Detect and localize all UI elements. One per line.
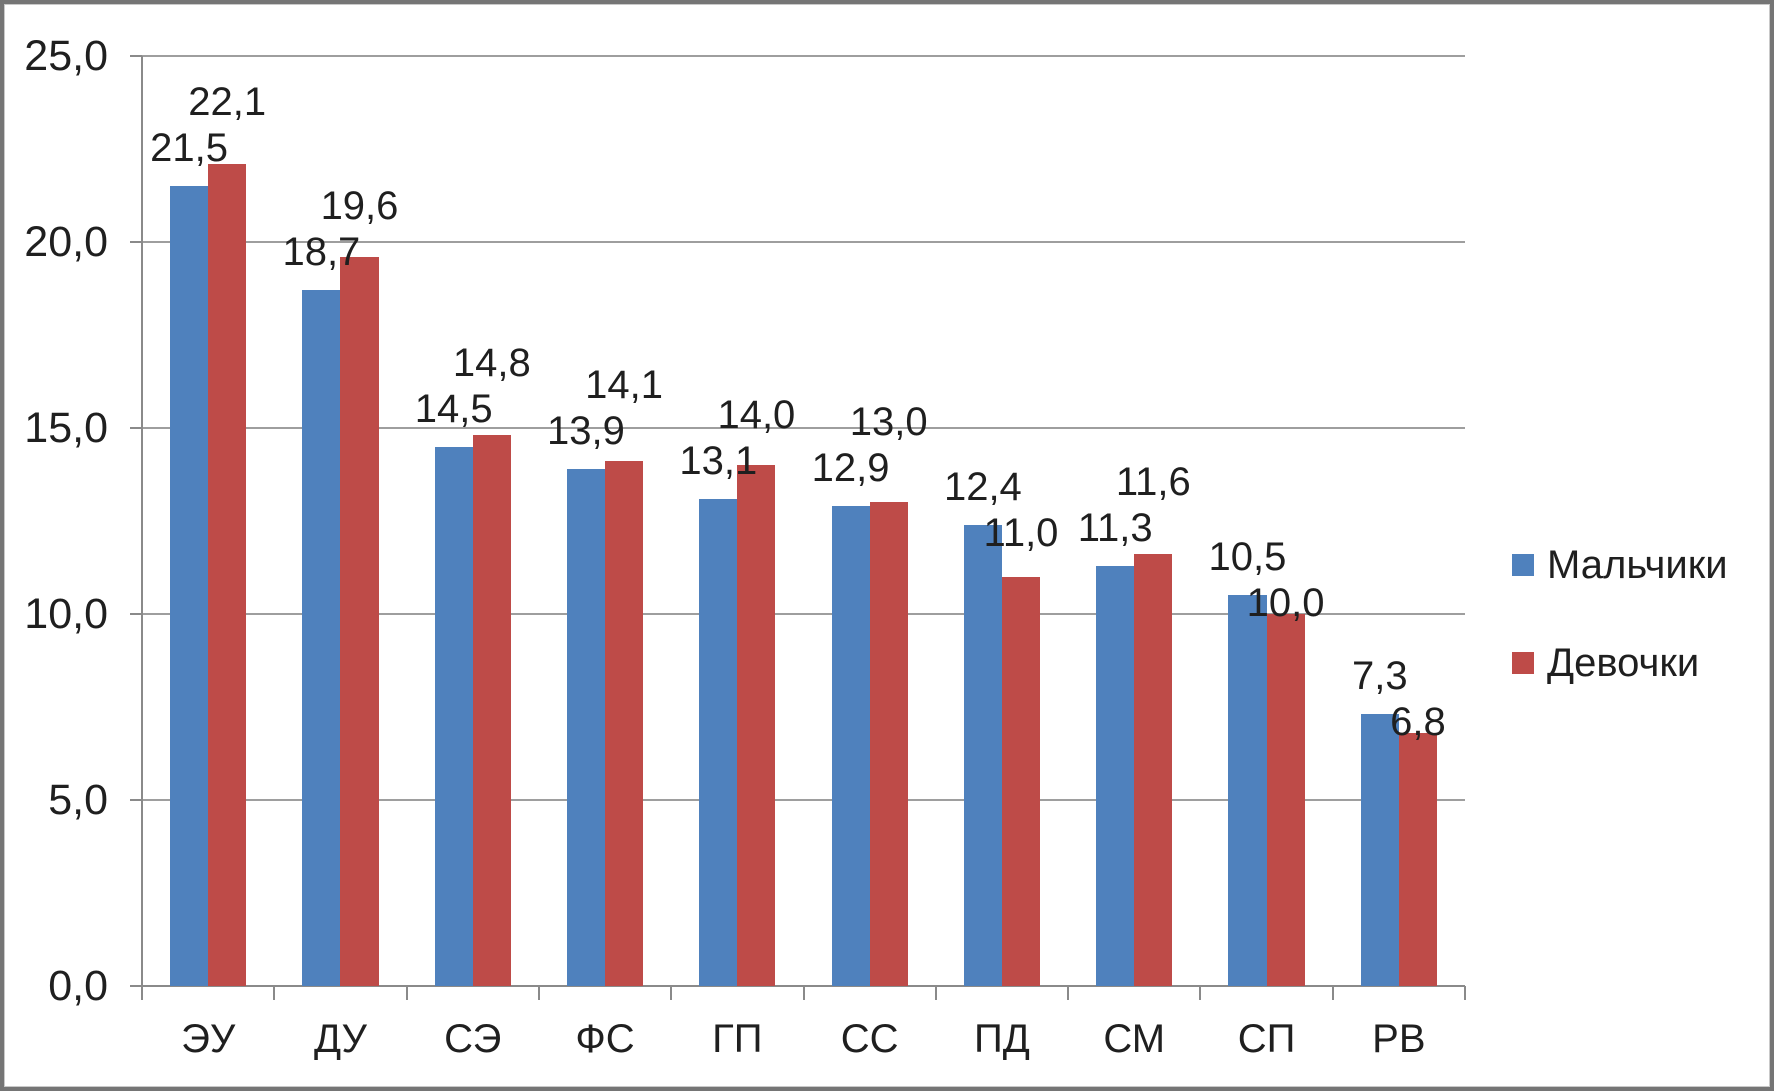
- value-label-Девочки-СП: 10,0: [1246, 581, 1325, 626]
- value-label-Мальчики-ФС: 13,9: [547, 408, 625, 453]
- legend-label-boys: Мальчики: [1547, 543, 1728, 587]
- category-label-ГП: ГП: [712, 1017, 763, 1061]
- bar-Мальчики-СМ: [1096, 565, 1135, 986]
- value-label-Мальчики-ЭУ: 21,5: [150, 126, 229, 171]
- value-label-Мальчики-ПД: 12,4: [943, 464, 1022, 509]
- value-label-Девочки-ФС: 14,1: [585, 362, 664, 407]
- category-label-ДУ: ДУ: [313, 1017, 367, 1061]
- bar-Девочки-СС: [869, 502, 908, 986]
- legend-item-boys: Мальчики: [1512, 542, 1728, 588]
- value-label-Девочки-ЭУ: 22,1: [188, 80, 267, 125]
- bar-Девочки-ЭУ: [208, 163, 247, 986]
- category-label-СЭ: СЭ: [444, 1017, 502, 1061]
- x-axis-tick: [802, 986, 805, 1000]
- y-axis-tick: [130, 55, 142, 57]
- value-label-Девочки-СС: 13,0: [849, 400, 928, 445]
- bar-Девочки-ФС: [605, 461, 644, 986]
- gridline-10: [142, 613, 1465, 615]
- x-axis-tick: [405, 986, 408, 1000]
- bar-Мальчики-ЭУ: [170, 186, 209, 986]
- legend-swatch-girls-icon: [1512, 652, 1534, 674]
- x-axis-tick: [1199, 986, 1202, 1000]
- x-axis-tick: [537, 986, 540, 1000]
- chart-legend: Мальчики Девочки: [1512, 542, 1728, 686]
- bar-Мальчики-РВ: [1360, 714, 1399, 986]
- category-label-ЭУ: ЭУ: [181, 1017, 236, 1061]
- value-label-Девочки-ПД: 11,0: [983, 510, 1059, 555]
- y-axis-tick-label: 25,0: [24, 32, 108, 80]
- legend-item-girls: Девочки: [1512, 640, 1728, 686]
- category-label-РВ: РВ: [1372, 1017, 1426, 1061]
- x-axis-tick: [141, 986, 143, 1000]
- bar-Мальчики-СС: [831, 506, 870, 986]
- y-axis-line: [141, 56, 143, 1000]
- bar-Девочки-СЭ: [472, 435, 511, 986]
- bar-Мальчики-ПД: [963, 524, 1002, 986]
- bar-Девочки-ГП: [737, 465, 776, 986]
- bar-Мальчики-СП: [1228, 595, 1267, 986]
- bar-Мальчики-ДУ: [302, 290, 341, 986]
- category-label-СМ: СМ: [1103, 1017, 1166, 1061]
- y-axis-tick-label: 20,0: [24, 218, 108, 266]
- value-label-Девочки-СМ: 11,6: [1115, 459, 1191, 504]
- gridline-15: [142, 427, 1465, 429]
- value-label-Мальчики-СС: 12,9: [811, 446, 890, 491]
- value-label-Девочки-ДУ: 19,6: [320, 184, 399, 229]
- value-label-Мальчики-СМ: 11,3: [1077, 505, 1153, 550]
- value-label-Девочки-РВ: 6,8: [1390, 700, 1446, 745]
- bar-Девочки-СП: [1266, 614, 1305, 986]
- value-label-Мальчики-СП: 10,5: [1208, 535, 1287, 580]
- bar-Мальчики-ФС: [566, 468, 606, 986]
- value-label-Девочки-СЭ: 14,8: [452, 340, 531, 385]
- category-label-СС: СС: [840, 1017, 899, 1061]
- y-axis-tick-label: 15,0: [24, 404, 108, 452]
- bar-Девочки-РВ: [1398, 733, 1437, 986]
- x-axis-tick: [934, 986, 937, 1000]
- gridline-20: [142, 241, 1465, 243]
- y-axis-tick: [130, 427, 142, 429]
- value-label-Мальчики-ГП: 13,1: [679, 438, 758, 483]
- x-axis-tick: [670, 986, 673, 1000]
- value-label-Мальчики-РВ: 7,3: [1351, 654, 1408, 699]
- category-label-ФС: ФС: [575, 1017, 635, 1061]
- value-label-Мальчики-СЭ: 14,5: [414, 386, 493, 431]
- y-axis-tick: [130, 799, 142, 801]
- legend-swatch-boys-icon: [1512, 554, 1534, 576]
- y-axis-tick-label: 0,0: [48, 962, 108, 1010]
- x-axis-tick: [1464, 986, 1466, 1000]
- y-axis-tick-label: 5,0: [48, 776, 108, 824]
- gridline-25: [142, 55, 1465, 57]
- bar-Мальчики-СЭ: [434, 446, 473, 986]
- y-axis-tick: [130, 241, 142, 243]
- x-axis-tick: [1067, 986, 1070, 1000]
- legend-label-girls: Девочки: [1547, 641, 1700, 685]
- gridline-5: [142, 799, 1465, 801]
- bar-Девочки-ДУ: [340, 256, 379, 986]
- x-axis-tick: [273, 986, 276, 1000]
- y-axis-tick: [130, 613, 142, 615]
- category-label-СП: СП: [1237, 1017, 1296, 1061]
- y-axis-tick-label: 10,0: [24, 590, 108, 638]
- bar-Девочки-ПД: [1001, 576, 1041, 986]
- value-label-Девочки-ГП: 14,0: [717, 392, 796, 437]
- value-label-Мальчики-ДУ: 18,7: [282, 230, 361, 275]
- bar-Девочки-СМ: [1134, 554, 1173, 986]
- x-axis-tick: [1331, 986, 1334, 1000]
- category-label-ПД: ПД: [974, 1017, 1030, 1061]
- y-axis-tick: [130, 985, 142, 987]
- bar-Мальчики-ГП: [699, 498, 738, 986]
